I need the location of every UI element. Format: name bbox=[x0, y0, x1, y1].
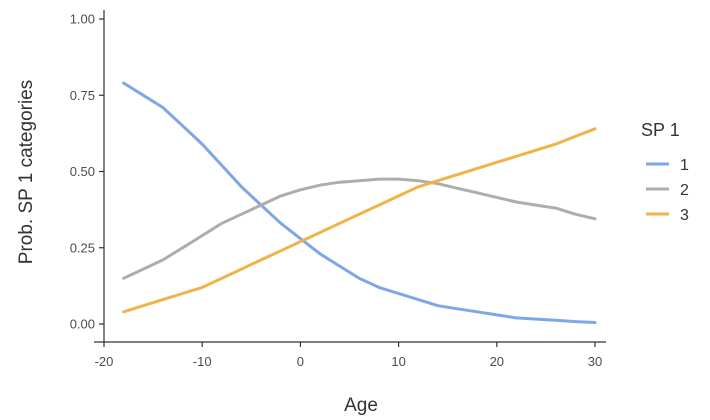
y-tick-label: 0.75 bbox=[70, 88, 95, 103]
legend-label-2: 2 bbox=[680, 182, 689, 199]
plot-area bbox=[122, 81, 597, 324]
x-axis: -20 -10 0 10 20 30 bbox=[94, 341, 606, 369]
series-line-1 bbox=[122, 81, 597, 324]
y-axis: 0.00 0.25 0.50 0.75 1.00 bbox=[70, 10, 105, 342]
legend-title: SP 1 bbox=[641, 120, 680, 140]
x-tick-label: 0 bbox=[297, 354, 304, 369]
y-tick-label: 0.25 bbox=[70, 240, 95, 255]
legend-label-3: 3 bbox=[680, 207, 689, 224]
y-tick-label: 0.00 bbox=[70, 317, 95, 332]
series-line-3 bbox=[122, 127, 597, 314]
x-tick-label: 10 bbox=[391, 354, 405, 369]
x-tick-label: 20 bbox=[490, 354, 504, 369]
y-tick-label: 0.50 bbox=[70, 164, 95, 179]
y-tick-label: 1.00 bbox=[70, 12, 95, 27]
x-tick-label: 30 bbox=[588, 354, 602, 369]
y-axis-title: Prob. SP 1 categories bbox=[16, 80, 37, 264]
x-tick-label: -20 bbox=[95, 354, 114, 369]
series-line-2 bbox=[122, 177, 597, 280]
legend: SP 1 1 2 3 bbox=[641, 120, 689, 224]
x-tick-label: -10 bbox=[193, 354, 212, 369]
legend-label-1: 1 bbox=[680, 157, 689, 174]
x-axis-title: Age bbox=[344, 395, 378, 416]
